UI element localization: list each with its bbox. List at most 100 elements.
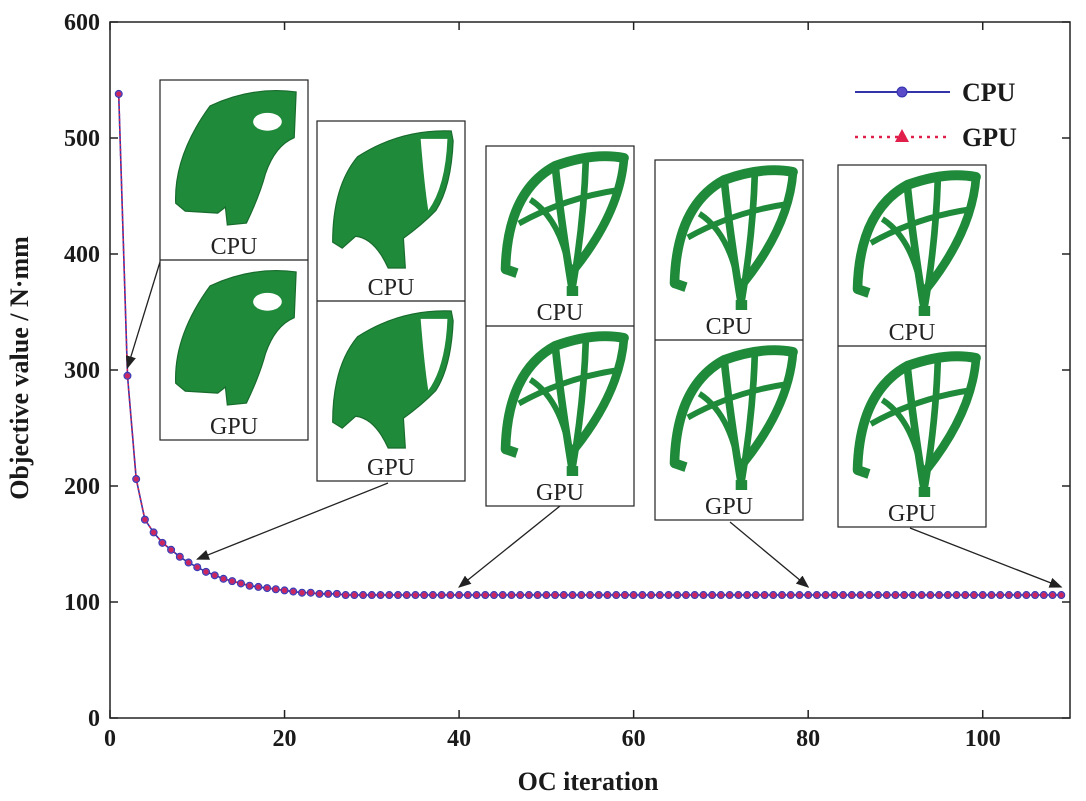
shape-hole [420,318,448,391]
y-tick-label: 500 [64,126,100,152]
x-tick-label: 60 [622,726,646,752]
data-point-gpu [569,592,576,598]
data-point-gpu [561,592,567,598]
truss-arch [852,351,981,475]
legend-marker-gpu [895,129,909,142]
data-point-gpu [1023,592,1029,598]
truss-cross2 [880,216,928,310]
truss-cross2 [697,391,745,484]
data-point-gpu [273,586,279,592]
y-tick-label: 200 [64,474,100,500]
inset-label-top: CPU [368,275,415,301]
data-point-gpu [500,592,506,598]
data-point-gpu [980,592,986,598]
truss-inner [921,359,942,491]
data-point-gpu [639,592,645,598]
topology-shape [332,310,454,449]
truss-inner [921,178,942,310]
truss-arch [669,345,798,469]
data-point-gpu [491,592,497,598]
topology-shape [669,345,798,491]
truss-inner [569,339,590,470]
x-axis-label: OC iteration [518,767,659,796]
data-point-gpu [674,592,680,598]
data-point-gpu [971,592,977,598]
x-tick-label: 0 [104,726,116,752]
truss-cross1 [686,200,790,241]
y-tick-label: 400 [64,242,100,268]
data-point-gpu [543,592,549,598]
x-tick-label: 40 [447,726,471,752]
data-point-gpu [526,592,532,598]
series-layer [114,89,1066,600]
legend-label-gpu: GPU [962,123,1017,152]
topology-shape [852,351,981,497]
truss-right [923,176,981,292]
topology-shape [669,165,798,311]
insets-layer: CPU GPU CPU GPU CPU GPU CPU GPU CPU GPU [125,79,1063,588]
topology-shape [500,331,629,477]
legend-label-cpu: CPU [962,78,1016,107]
data-point-gpu [325,591,331,597]
inset-4: CPU GPU [654,159,810,588]
x-tick-label: 80 [796,726,820,752]
data-point-gpu [316,591,323,597]
data-point-gpu [456,592,462,598]
data-point-gpu [229,578,235,584]
data-point-gpu [168,547,174,553]
data-point-gpu [473,592,480,598]
data-point-gpu [997,592,1003,598]
data-point-gpu [194,564,200,570]
inset-label-top: CPU [537,300,584,326]
shape-hole [420,138,448,211]
data-point-gpu [421,592,427,598]
data-point-gpu [927,592,933,598]
data-point-gpu [604,592,611,598]
data-point-gpu [665,592,672,598]
inset-arrow [458,505,561,588]
inset-1: CPU GPU [125,79,309,441]
data-point-gpu [962,592,968,598]
data-point-gpu [395,592,401,598]
truss-right [740,351,798,467]
truss-inner [569,159,590,290]
truss-right [571,157,629,273]
data-point-gpu [945,592,951,598]
truss-cross2 [528,377,576,470]
shape-hole [253,112,282,131]
inset-label-top: CPU [211,234,258,260]
y-axis-label: Objective value / N·mm [5,236,34,500]
data-point-gpu [892,592,899,598]
data-point-gpu [1058,592,1064,598]
topology-shape [175,270,297,406]
data-point-gpu [238,580,244,587]
truss-foot [503,444,519,458]
topology-shape [500,151,629,297]
topology-shape [852,170,981,316]
data-point-gpu [910,592,916,598]
truss-foot [855,465,871,479]
inset-label-bottom: GPU [536,480,584,506]
data-point-gpu [587,592,593,598]
data-point-gpu [404,592,410,598]
truss-cross1 [517,366,621,407]
data-point-gpu [508,592,515,598]
data-point-gpu [212,572,218,578]
data-point-gpu [386,592,392,598]
data-point-gpu [849,592,855,598]
data-point-gpu [779,592,785,598]
data-point-gpu [1006,592,1012,598]
data-point-gpu [369,592,375,598]
data-point-gpu [465,592,471,598]
y-tick-label: 100 [64,590,100,616]
data-point-gpu [718,592,724,598]
truss-cross1 [869,387,973,427]
data-point-gpu [430,592,436,598]
truss-cross2 [697,211,745,304]
truss-cross2 [528,197,576,290]
truss-arch [852,170,981,294]
y-tick-label: 300 [64,358,100,384]
data-point-gpu [159,540,165,546]
inset-label-bottom: GPU [888,501,936,527]
